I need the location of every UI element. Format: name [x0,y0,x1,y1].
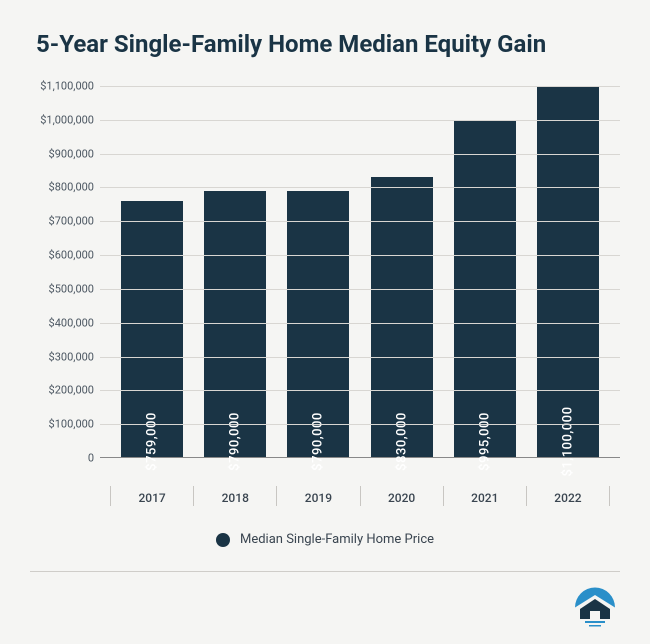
y-tick-label: $500,000 [49,282,94,295]
y-tick-label: $900,000 [49,147,94,160]
grid-line [100,154,620,155]
divider [30,571,620,572]
grid-line [100,289,620,290]
bar: $790,000 [204,191,266,457]
chart-area: 0 $100,000 $200,000 $300,000 $400,000 $500,00… [30,86,620,486]
x-tick-label: 2018 [222,487,249,505]
bar-wrap: $790,000 [277,86,360,457]
bar: $1,100,000 [537,86,599,457]
y-tick-label: 0 [88,452,94,465]
bar-wrap: $790,000 [193,86,276,457]
x-tick-wrap: 2018 [193,486,276,506]
legend: Median Single-Family Home Price [30,532,620,547]
x-tick-wrap: 2021 [443,486,526,506]
y-tick-label: $1,000,000 [40,113,94,126]
y-tick-label: $400,000 [49,316,94,329]
x-tick-wrap: 2017 [110,486,193,506]
bar: $759,000 [121,201,183,457]
x-tick-label: 2019 [305,487,332,505]
grid-line [100,187,620,188]
bar-value-label: $995,000 [477,412,492,471]
bar-value-label: $790,000 [227,412,242,471]
x-tick-wrap: 2020 [360,486,443,506]
x-tick-label: 2022 [554,487,581,505]
legend-swatch [216,533,230,547]
x-axis: 2017 2018 2019 2020 2021 2022 [100,486,620,506]
chart-title: 5-Year Single-Family Home Median Equity … [36,30,620,58]
bar-value-label: $1,100,000 [561,407,576,477]
grid-line [100,357,620,358]
y-tick-label: $800,000 [49,181,94,194]
y-tick-label: $600,000 [49,249,94,262]
brand-logo-icon [570,580,620,630]
y-axis: 0$100,000$200,000$300,000$400,000$500,00… [30,86,100,458]
legend-label: Median Single-Family Home Price [240,532,434,547]
grid-line [100,86,620,87]
y-tick-label: $300,000 [49,350,94,363]
bar: $830,000 [371,177,433,457]
bar-value-label: $759,000 [144,412,159,471]
x-tick-wrap: 2019 [276,486,359,506]
bar-wrap: $1,100,000 [527,86,610,457]
grid-line [100,221,620,222]
x-tick-label: 2017 [138,487,165,505]
y-tick-label: $700,000 [49,215,94,228]
grid-line [100,323,620,324]
bar-wrap: $830,000 [360,86,443,457]
x-tick-label: 2021 [471,487,498,505]
y-tick-label: $100,000 [49,418,94,431]
grid-line [100,255,620,256]
bar-value-label: $790,000 [311,412,326,471]
x-tick-wrap: 2022 [526,486,610,506]
y-tick-label: $1,100,000 [40,80,94,93]
bar: $790,000 [287,191,349,457]
chart-container: 5-Year Single-Family Home Median Equity … [0,0,650,592]
bar-wrap: $995,000 [443,86,526,457]
bars-group: $759,000 $790,000 $790,000 $830,000$995,000… [100,86,620,457]
bar-value-label: $830,000 [394,412,409,471]
plot-area: $759,000 $790,000 $790,000 $830,000$995,000… [100,86,620,458]
bar-wrap: $759,000 [110,86,193,457]
x-tick-label: 2020 [388,487,415,505]
grid-line [100,424,620,425]
y-tick-label: $200,000 [49,384,94,397]
grid-line [100,390,620,391]
grid-line [100,120,620,121]
